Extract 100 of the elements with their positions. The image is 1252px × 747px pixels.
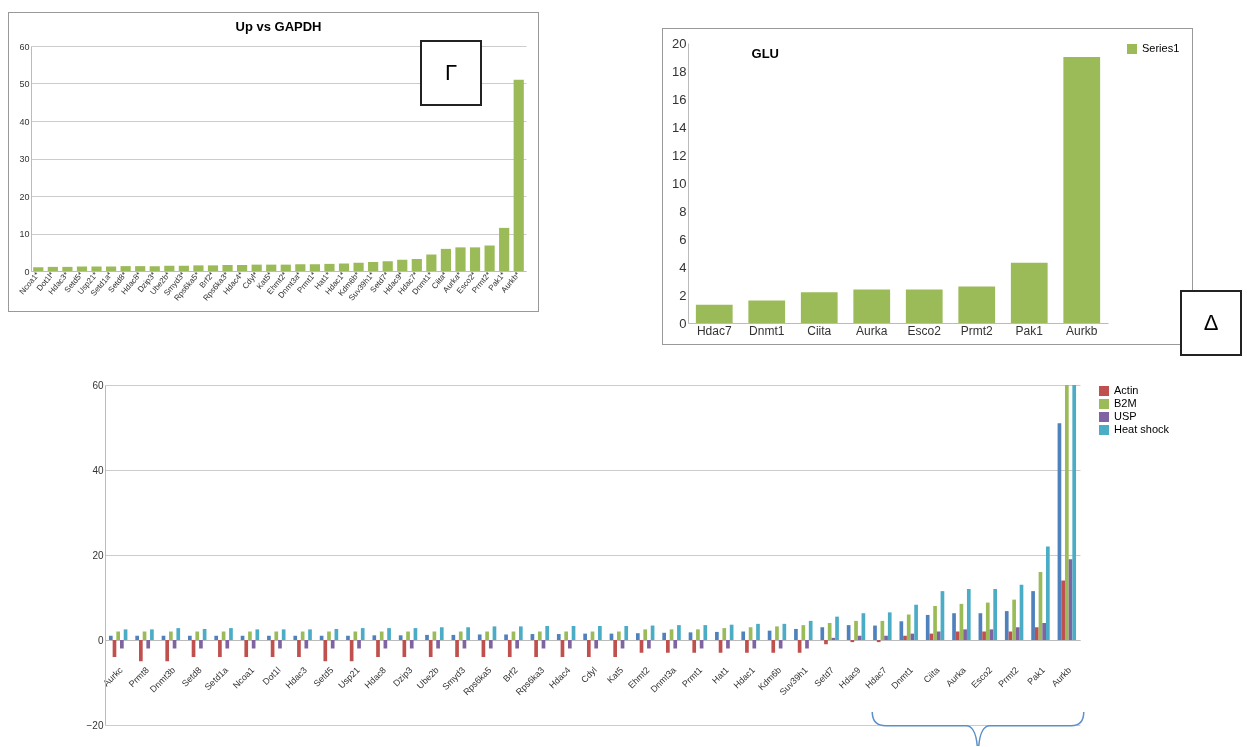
legend-label: B2M [1114,397,1137,409]
bar [537,631,542,640]
bar [251,264,262,271]
bar [887,612,892,640]
bar [824,640,828,645]
bar [854,620,858,640]
bar [850,640,855,643]
bar [808,620,813,640]
bar [165,640,170,662]
bar [586,640,591,657]
bar [853,289,891,323]
y-tick-label: 4 [679,259,687,275]
y-tick-label: 60 [19,41,30,52]
bar [330,640,335,649]
bar [513,79,524,271]
bar [801,625,806,640]
bar [178,265,189,271]
bar [504,634,508,640]
bar [876,640,881,643]
bar [357,640,361,649]
bar [255,629,260,640]
bar [387,628,391,640]
bar [295,264,306,271]
bar [188,635,192,640]
bar [899,621,904,640]
legend-label: Series1 [1142,42,1180,54]
bar [477,634,482,640]
y-tick-label: 60 [92,379,104,391]
bar [963,629,967,640]
bar [905,289,943,323]
bar [195,631,200,640]
bar [199,640,203,649]
bar [293,635,298,640]
bar [409,640,414,649]
y-tick-label: 20 [19,191,30,202]
bar [507,640,512,657]
bar [985,602,990,640]
bar [324,263,335,271]
bar [1042,623,1047,640]
bar [146,640,151,649]
bar [135,635,139,640]
bar [135,266,146,271]
x-tick-label: Ciita [921,665,942,685]
bar [635,633,640,640]
bar [745,640,749,653]
bar [1046,546,1050,640]
bar [726,640,730,649]
bar [484,245,495,271]
bar [933,606,937,640]
bar [643,629,648,640]
bar [278,640,282,649]
bar [692,640,697,653]
bar [237,265,248,271]
bar [267,635,271,640]
bar [647,640,651,649]
bar [906,614,911,640]
bar [62,266,73,271]
bar [952,613,956,640]
bar [703,625,708,640]
bar [775,626,779,640]
bar [903,635,907,640]
bar [715,631,719,640]
bar [411,259,422,271]
bar [91,266,102,271]
bar [756,623,760,640]
bar [722,628,727,640]
bar [193,265,204,271]
bar [666,640,670,653]
bar [805,640,809,649]
y-tick-label: 30 [19,154,30,164]
x-tick-label: Pak1 [1015,323,1044,338]
bar [33,267,44,271]
bar [360,628,365,640]
bar [515,640,519,649]
bar [624,625,629,640]
bar [469,247,481,271]
bar [466,627,470,640]
bar [218,640,222,657]
bar [274,631,279,640]
bar [556,634,561,640]
y-tick-label: 12 [672,147,687,163]
bar [594,640,599,649]
bar [455,247,466,271]
bar [368,262,379,271]
bar [955,631,960,640]
bar [248,631,252,640]
bar [425,634,429,640]
bar [436,640,440,649]
bar [353,262,364,271]
text: Δ [1180,290,1242,356]
x-tick-label: Aurkb [1066,323,1098,338]
bar [1064,385,1069,640]
y-tick-label: 16 [672,91,687,107]
bar [1010,262,1048,323]
chart-title: GLU [751,46,779,61]
bar [564,631,568,640]
bar [1034,627,1039,640]
bar [439,627,444,640]
bar [150,629,154,640]
y-tick-label: 20 [672,35,687,51]
